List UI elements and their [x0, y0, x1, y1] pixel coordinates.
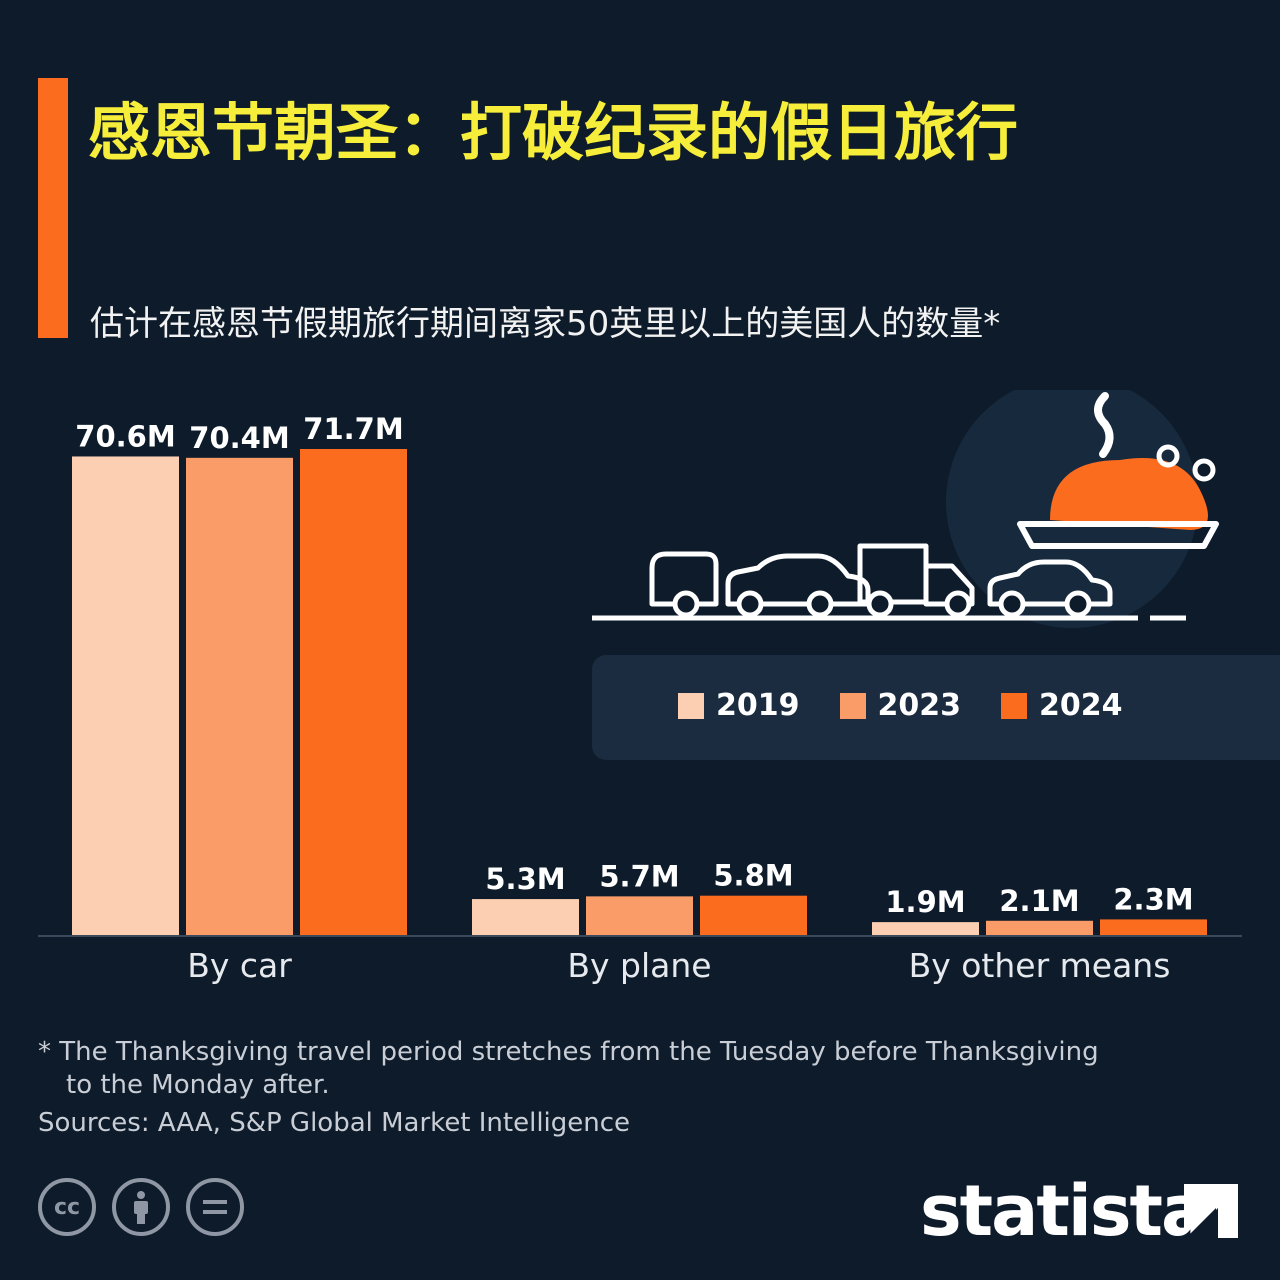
legend-label-2023: 2023	[877, 688, 962, 723]
bar-2023-1	[586, 896, 693, 935]
sources: Sources: AAA, S&P Global Market Intellig…	[38, 1108, 631, 1138]
bar-2024-0	[300, 449, 407, 935]
attribution-icon[interactable]	[112, 1178, 170, 1236]
bar-chart: 70.6M 70.4M 71.7M By car 5.3M 5.7M 5.8M By plan…	[38, 412, 1242, 985]
creative-commons-icon[interactable]: cc	[38, 1178, 96, 1236]
data-label: 2.3M	[1113, 882, 1193, 916]
bar-2019-1	[472, 899, 579, 935]
bar-2024-2	[1100, 919, 1207, 935]
category-label: By car	[187, 946, 292, 985]
data-label: 5.3M	[485, 862, 565, 896]
data-label: 5.8M	[713, 859, 793, 893]
statista-logo-icon	[1184, 1184, 1238, 1238]
bar-2019-2	[872, 922, 979, 935]
category-label: By plane	[567, 946, 711, 985]
legend-label-2019: 2019	[716, 688, 800, 723]
bar-2019-0	[72, 456, 179, 935]
data-label: 70.6M	[75, 419, 175, 453]
legend-item-2024: 2024	[1001, 688, 1123, 723]
legend: 2019 2023 2024	[678, 688, 1123, 723]
footnote: * The Thanksgiving travel period stretch…	[38, 1036, 1099, 1102]
footnote-line-2: to the Monday after.	[66, 1070, 330, 1100]
license-icons: cc	[38, 1178, 244, 1236]
chart-subtitle: 估计在感恩节假期旅行期间离家50英里以上的美国人的数量*	[90, 304, 1001, 344]
legend-swatch-2024	[1001, 692, 1027, 719]
legend-swatch-2019	[678, 692, 704, 719]
footnote-line-1: * The Thanksgiving travel period stretch…	[38, 1037, 1099, 1067]
accent-bar	[38, 78, 68, 338]
bar-2023-0	[186, 457, 293, 935]
legend-label-2024: 2024	[1039, 688, 1123, 723]
data-label: 71.7M	[303, 412, 403, 446]
bar-2024-1	[700, 895, 807, 935]
vehicles-icon	[592, 543, 1186, 621]
category-label: By other means	[909, 946, 1171, 985]
data-label: 1.9M	[885, 885, 965, 919]
turkey-icon	[1017, 392, 1219, 549]
travel-illustration	[592, 390, 1219, 628]
legend-item-2019: 2019	[678, 688, 800, 723]
legend-item-2023: 2023	[839, 688, 962, 723]
chart-title: 感恩节朝圣：打破纪录的假日旅行	[88, 96, 1019, 169]
data-label: 2.1M	[999, 884, 1079, 918]
data-label: 5.7M	[599, 859, 679, 893]
data-label: 70.4M	[189, 421, 289, 455]
no-derivatives-icon[interactable]	[186, 1178, 244, 1236]
statista-logo[interactable]: statista	[920, 1170, 1208, 1252]
legend-swatch-2023	[839, 692, 866, 719]
legend-panel	[592, 655, 1280, 760]
bar-2023-2	[986, 920, 1093, 935]
